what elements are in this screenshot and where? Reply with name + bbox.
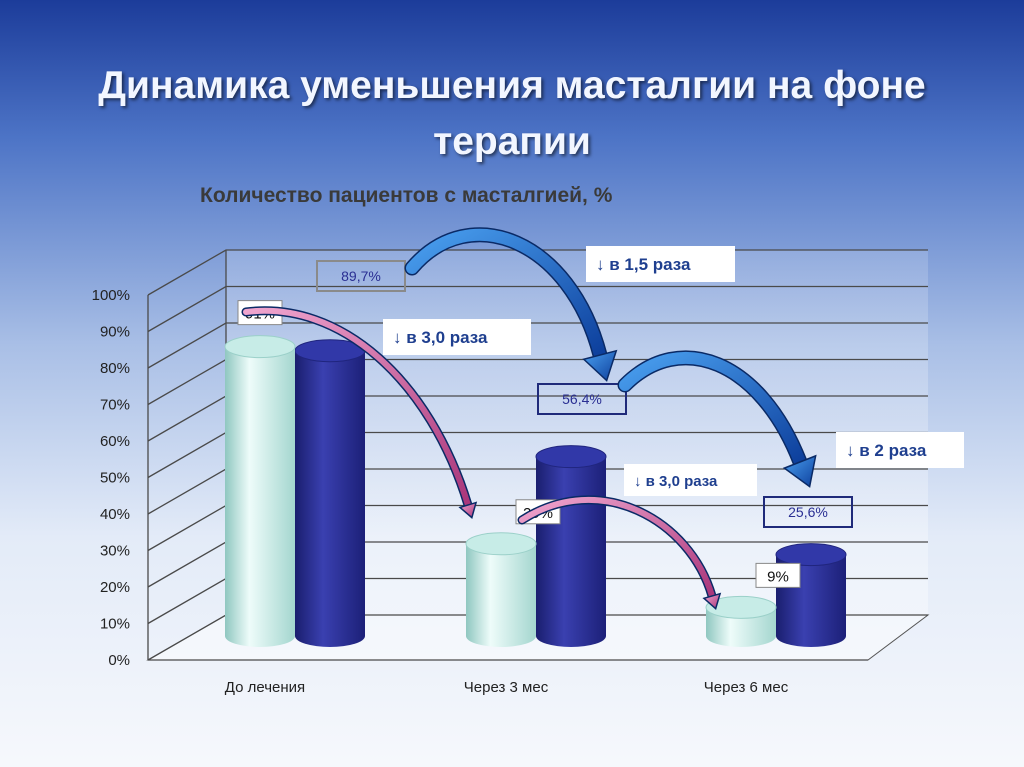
y-tick-label: 90% [100, 324, 130, 341]
y-tick-label: 70% [100, 397, 130, 414]
y-tick-label: 50% [100, 470, 130, 487]
y-tick-label: 100% [92, 287, 130, 304]
data-label-box [316, 260, 406, 292]
reduction-label-text: ↓ в 3,0 раза [634, 473, 718, 490]
y-tick-label: 60% [100, 433, 130, 450]
reduction-label-text: ↓ в 3,0 раза [393, 328, 488, 347]
y-tick-label: 10% [100, 616, 130, 633]
reduction-label-dark-1-2: ↓ в 1,5 раза [586, 246, 735, 282]
arrow-light-1-2 [241, 306, 478, 519]
bar-series2-1 [294, 339, 366, 647]
x-category-label: Через 3 мес [464, 679, 549, 696]
bar-series2-2 [535, 445, 607, 647]
bar-series2-3 [775, 543, 847, 647]
reduction-label-light-1-2: ↓ в 3,0 раза [383, 319, 531, 355]
bar-series1-3 [705, 595, 777, 647]
bar-series1-2 [465, 532, 537, 647]
data-label-series1: 9% [767, 568, 789, 585]
data-label-box [537, 383, 627, 415]
y-tick-label: 20% [100, 579, 130, 596]
reduction-label-light-2-3: ↓ в 3,0 раза [624, 464, 757, 496]
arrow-light-2-3 [517, 495, 722, 611]
chart-title: Количество пациентов с масталгией, % [200, 184, 613, 207]
bar-series1-1 [224, 335, 296, 647]
y-tick-label: 40% [100, 506, 130, 523]
reduction-label-dark-2-3: ↓ в 2 раза [836, 432, 964, 468]
data-label-box [755, 562, 801, 588]
x-category-label: До лечения [225, 679, 305, 696]
data-label-series2: 89,7% [341, 268, 381, 284]
slide-title: Динамика уменьшения масталгии на фоне те… [98, 64, 926, 163]
reduction-label-text: ↓ в 1,5 раза [596, 255, 691, 274]
arrow-dark-1-2 [404, 227, 618, 382]
arrow-dark-2-3 [617, 350, 817, 488]
data-label-box [763, 496, 853, 528]
y-tick-label: 30% [100, 543, 130, 560]
x-category-label: Через 6 мес [704, 679, 789, 696]
data-label-series2: 25,6% [788, 504, 828, 520]
reduction-label-text: ↓ в 2 раза [846, 441, 927, 460]
y-tick-label: 80% [100, 360, 130, 377]
data-label-series2: 56,4% [562, 391, 602, 407]
y-tick-label: 0% [108, 652, 130, 669]
